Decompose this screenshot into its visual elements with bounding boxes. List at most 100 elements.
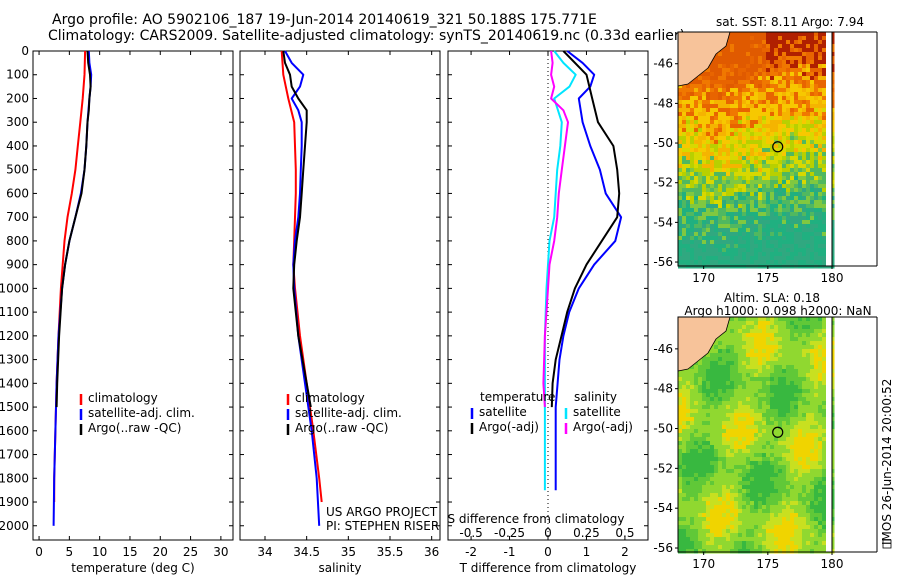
- map-cell: [746, 421, 751, 426]
- map-cell: [710, 248, 715, 253]
- map-cell: [794, 481, 799, 486]
- map-cell: [678, 240, 683, 245]
- map-cell: [702, 393, 707, 398]
- map-cell: [714, 140, 719, 145]
- map-cell: [798, 381, 803, 386]
- map-cell: [818, 136, 823, 141]
- map-cell: [722, 433, 727, 438]
- map-cell: [742, 48, 747, 53]
- map-cell: [754, 188, 759, 193]
- map-cell: [810, 140, 815, 145]
- map-cell: [678, 196, 683, 201]
- map-cell: [766, 461, 771, 466]
- map-cell: [702, 160, 707, 165]
- map-cell: [810, 349, 815, 354]
- map-cell: [690, 180, 695, 185]
- map-cell: [730, 545, 735, 550]
- map-cell: [798, 244, 803, 249]
- map-cell: [730, 493, 735, 498]
- map-cell: [774, 216, 779, 221]
- map-cell: [778, 112, 783, 117]
- map-cell: [762, 405, 767, 410]
- map-cell: [818, 321, 823, 326]
- map-cell: [774, 48, 779, 53]
- map-cell: [802, 545, 807, 550]
- map-cell: [806, 36, 811, 41]
- map-cell: [778, 204, 783, 209]
- map-cell: [738, 144, 743, 149]
- map-cell: [702, 152, 707, 157]
- map-cell: [754, 144, 759, 149]
- map-cell: [714, 116, 719, 121]
- map-cell: [750, 345, 755, 350]
- map-cell: [730, 453, 735, 458]
- map-cell: [742, 88, 747, 93]
- map-cell: [742, 457, 747, 462]
- map-cell: [786, 453, 791, 458]
- map-cell: [782, 72, 787, 77]
- map-cell: [730, 389, 735, 394]
- map-cell: [706, 172, 711, 177]
- map-cell: [710, 72, 715, 77]
- map-cell: [790, 32, 795, 37]
- map-cell: [742, 513, 747, 518]
- map-cell: [694, 409, 699, 414]
- map-cell: [690, 497, 695, 502]
- project-annotation: PI: STEPHEN RISER: [326, 519, 439, 533]
- map-cell: [698, 244, 703, 249]
- map-cell: [702, 385, 707, 390]
- map-cell: [794, 52, 799, 57]
- map-cell: [814, 437, 819, 442]
- map-cell: [750, 513, 755, 518]
- map-cell: [706, 445, 711, 450]
- map-cell: [782, 208, 787, 213]
- map-cell: [766, 176, 771, 181]
- map-cell: [778, 321, 783, 326]
- s-diff-tick-label: -0.5: [459, 526, 482, 540]
- map-cell: [714, 529, 719, 534]
- map-cell: [818, 64, 823, 69]
- map-cell: [734, 100, 739, 105]
- map-cell: [726, 337, 731, 342]
- map-cell: [782, 333, 787, 338]
- map-cell: [750, 429, 755, 434]
- map-cell: [782, 64, 787, 69]
- map-cell: [798, 252, 803, 257]
- map-cell: [678, 377, 683, 382]
- map-cell: [774, 212, 779, 217]
- map-cell: [810, 136, 815, 141]
- map-cell: [714, 108, 719, 113]
- map-cell: [742, 469, 747, 474]
- map-cell: [798, 240, 803, 245]
- map-cell: [726, 353, 731, 358]
- map-cell: [706, 160, 711, 165]
- map-cell: [754, 80, 759, 85]
- map-cell: [678, 541, 683, 546]
- map-cell: [710, 240, 715, 245]
- map-cell: [762, 345, 767, 350]
- map-cell: [734, 325, 739, 330]
- map-cell: [802, 36, 807, 41]
- map-cell: [746, 509, 751, 514]
- map-cell: [782, 84, 787, 89]
- map-cell: [762, 469, 767, 474]
- map-cell: [738, 160, 743, 165]
- map-cell: [786, 457, 791, 462]
- map-cell: [814, 341, 819, 346]
- map-cell: [762, 68, 767, 73]
- map-cell: [814, 337, 819, 342]
- map-cell: [774, 188, 779, 193]
- map-cell: [814, 361, 819, 366]
- map-cell: [714, 120, 719, 125]
- map-cell: [806, 148, 811, 153]
- map-cell: [710, 461, 715, 466]
- depth-tick-label: 1100: [0, 305, 29, 319]
- map-cell: [798, 469, 803, 474]
- map-cell: [742, 176, 747, 181]
- map-cell: [726, 393, 731, 398]
- map-cell: [682, 481, 687, 486]
- map-cell: [686, 124, 691, 129]
- map-cell: [706, 116, 711, 121]
- map-cell: [778, 333, 783, 338]
- map-cell: [746, 541, 751, 546]
